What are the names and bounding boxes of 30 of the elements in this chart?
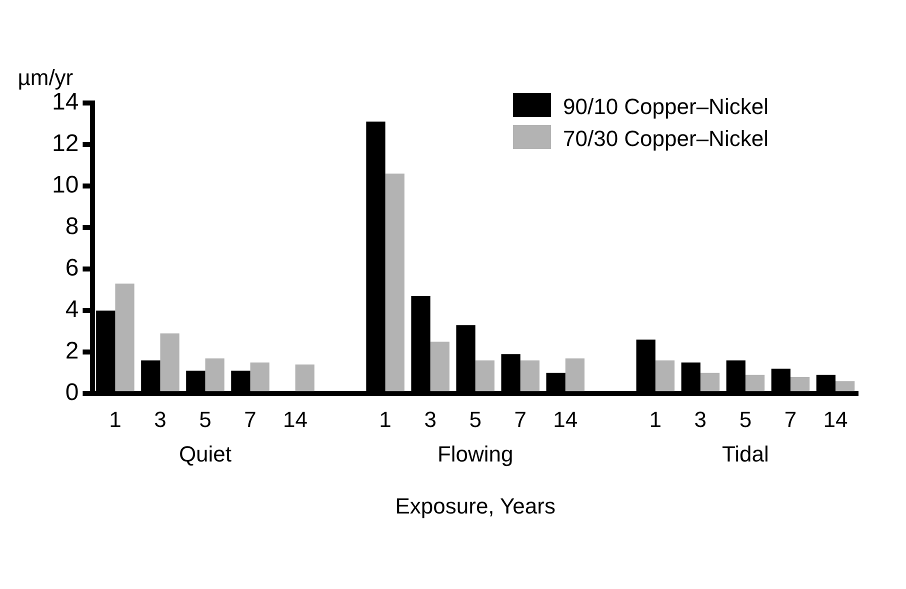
x-tick-label: 7 [784, 406, 797, 432]
x-tick-label: 3 [694, 406, 707, 432]
x-tick-label: 7 [514, 406, 526, 432]
x-tick-label: 3 [424, 406, 436, 432]
y-tick-label: 4 [65, 296, 79, 324]
y-tick-label: 8 [65, 213, 79, 240]
y-tick-label: 6 [65, 254, 79, 282]
x-tick-label: 14 [553, 406, 578, 432]
legend-label: 90/10 Copper–Nickel [563, 94, 768, 119]
text: Quiet [178, 442, 232, 467]
x-tick-label: 1 [649, 406, 662, 432]
y-tick-label: 14 [52, 88, 79, 116]
x-tick-label: 1 [109, 406, 122, 432]
legend-label: 70/30 Copper–Nickel [563, 126, 768, 151]
y-tick-label: 2 [65, 338, 79, 365]
text: Flowing [437, 442, 514, 467]
y-tick-label: 0 [65, 379, 79, 406]
x-tick-label: 7 [244, 406, 256, 432]
y-axis-title: µm/yr [18, 65, 74, 90]
x-tick-label: 14 [283, 406, 308, 432]
x-tick-label: 5 [739, 406, 752, 432]
text: Tidal [722, 442, 769, 467]
x-tick-label: 1 [379, 406, 392, 432]
x-tick-label: 5 [199, 406, 212, 432]
x-axis-title: Exposure, Years [395, 494, 556, 519]
y-tick-label: 12 [52, 130, 79, 158]
x-tick-label: 14 [823, 406, 848, 432]
y-tick-label: 10 [52, 172, 79, 199]
x-tick-label: 3 [154, 406, 166, 432]
x-tick-label: 5 [469, 406, 482, 432]
